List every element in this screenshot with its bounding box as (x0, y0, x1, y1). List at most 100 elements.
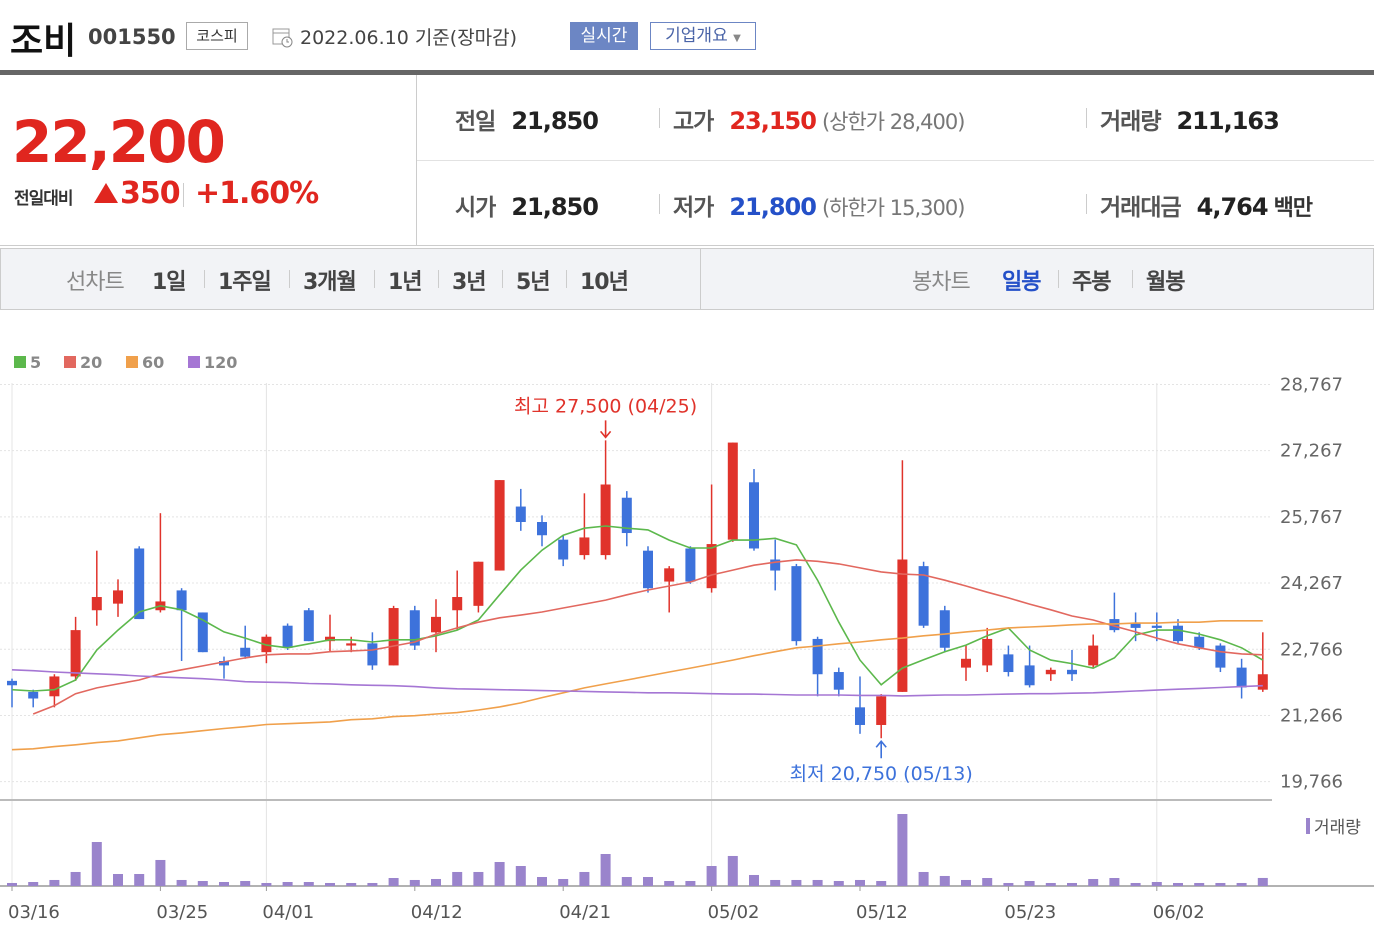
separator (659, 108, 660, 128)
candle-body (855, 707, 865, 725)
candle-body (833, 672, 844, 690)
candle-body (1024, 665, 1035, 686)
stat-value: 21,800 (729, 193, 817, 221)
candle-body (134, 548, 145, 620)
candle-body (388, 608, 399, 666)
candle-body (770, 559, 781, 571)
change: 350 (120, 176, 181, 211)
volume-label: 거래량 (1314, 818, 1361, 838)
current-price: 22,200 (12, 108, 226, 176)
volume-bar (770, 879, 781, 886)
y-tick-label: 19,766 (1280, 772, 1343, 793)
volume-bar (600, 854, 611, 886)
divider (417, 160, 1374, 161)
candle-body (621, 497, 632, 534)
tab[interactable]: 주봉 (1072, 270, 1111, 295)
tab[interactable]: 3개월 (303, 270, 357, 295)
volume-bar (219, 882, 229, 886)
tab-heading: 선차트 (66, 270, 125, 295)
y-tick-label: 25,767 (1280, 507, 1343, 528)
candle-body (685, 548, 696, 582)
volume-bar (155, 859, 166, 886)
volume-bar (537, 877, 547, 886)
volume-bar (240, 881, 251, 886)
tab[interactable]: 3년 (452, 270, 487, 295)
stat-label: 거래대금 (1100, 195, 1182, 221)
volume-bar (176, 879, 187, 886)
candle-body (1194, 636, 1205, 648)
candle-body (961, 658, 971, 668)
legend-label: 120 (204, 353, 237, 372)
volume-bar (197, 881, 208, 886)
stat-label: 거래량 (1100, 109, 1161, 135)
volume-bar (643, 877, 653, 886)
volume-bar (431, 878, 441, 886)
ma-line (11, 669, 1263, 697)
volume-bar (621, 877, 632, 886)
candle-body (1151, 625, 1162, 628)
tab[interactable]: 10년 (580, 270, 629, 295)
volume-bar (939, 875, 950, 886)
tab[interactable]: 1년 (388, 270, 423, 295)
candle-body (219, 661, 229, 666)
tab[interactable]: 월봉 (1146, 270, 1185, 295)
candle-body (176, 590, 187, 611)
tab[interactable]: 1일 (152, 270, 187, 295)
candle-body (409, 610, 420, 646)
separator (438, 270, 439, 288)
volume-bar (706, 866, 717, 886)
x-tick-label: 04/21 (559, 902, 611, 923)
candle-body (982, 638, 993, 666)
candle-body (918, 566, 929, 626)
legend-swatch (188, 356, 200, 368)
volume-bar (261, 882, 272, 886)
volume-bar (833, 881, 844, 886)
realtime-button[interactable]: 실시간 (570, 22, 638, 50)
volume-bar (727, 855, 738, 886)
x-tick-label: 03/25 (156, 902, 208, 923)
volume-bar (918, 871, 929, 886)
change-pct: +1.60% (195, 176, 319, 211)
separator (289, 270, 290, 288)
x-tick-label: 04/12 (411, 902, 463, 923)
x-tick-label: 06/02 (1153, 902, 1205, 923)
y-tick-label: 27,267 (1280, 441, 1343, 462)
price-box (0, 75, 417, 246)
volume-bar (1067, 882, 1077, 886)
tab-heading: 봉차트 (912, 270, 971, 295)
candle-body (749, 482, 759, 549)
volume-bar (1173, 882, 1183, 886)
market-badge: 코스피 (186, 22, 248, 50)
separator (1086, 194, 1087, 214)
legend-label: 5 (30, 353, 41, 372)
stat-note: (상한가 28,400) (821, 110, 966, 134)
ma-line (11, 525, 1264, 692)
volume-bar (1045, 882, 1056, 886)
tab[interactable]: 일봉 (1002, 270, 1041, 295)
y-tick-label: 21,266 (1280, 705, 1343, 726)
candle-body (706, 544, 717, 589)
stat-note: (하한가 15,300) (821, 196, 966, 220)
company-button[interactable]: 기업개요 ▼ (650, 22, 756, 50)
stat: 전일 21,850 (455, 102, 599, 136)
candle-body (49, 676, 60, 697)
legend-swatch (14, 356, 26, 368)
volume-bar (303, 882, 314, 886)
stat: 저가 21,800 (하한가 15,300) (673, 188, 966, 222)
tab[interactable]: 1주일 (218, 270, 272, 295)
y-tick-label: 22,766 (1280, 639, 1343, 660)
stat-value: 21,850 (511, 193, 599, 221)
separator (566, 270, 567, 288)
candle-body (346, 643, 357, 646)
stat: 시가 21,850 (455, 188, 599, 222)
x-tick-label: 04/01 (262, 902, 314, 923)
separator (659, 194, 660, 214)
up-icon (94, 183, 118, 203)
candle-body (282, 625, 293, 648)
y-tick-label: 28,767 (1280, 374, 1343, 395)
legend-swatch (64, 356, 76, 368)
separator (1086, 108, 1087, 128)
candle-body (431, 616, 441, 633)
candle-body (876, 696, 887, 725)
tab[interactable]: 5년 (516, 270, 551, 295)
